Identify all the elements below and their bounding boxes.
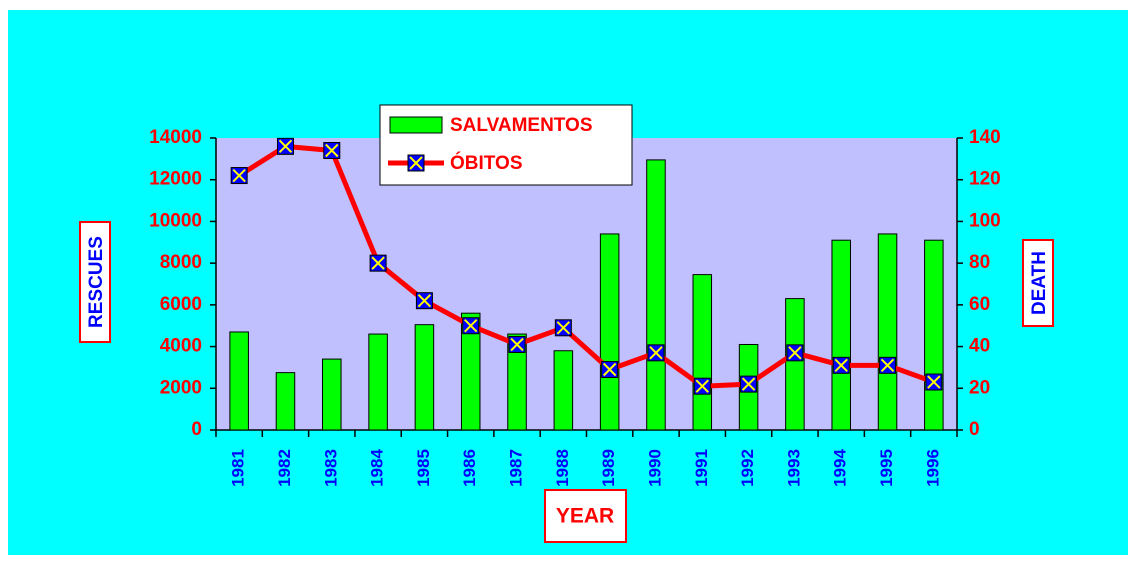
- x-tick-label: 1984: [368, 449, 387, 487]
- bar: [368, 333, 388, 431]
- x-tick-label: 1990: [645, 449, 664, 487]
- bar: [507, 333, 527, 431]
- line-marker: [879, 356, 897, 374]
- bar: [692, 274, 713, 431]
- y2-tick-label: 20: [969, 377, 990, 398]
- marker-cross: [278, 139, 293, 154]
- y2-tick-label: 80: [969, 252, 990, 273]
- marker-cross: [649, 346, 663, 360]
- bar: [275, 372, 296, 431]
- marker-cross: [602, 362, 617, 377]
- y2-tick-label: 100: [969, 210, 1001, 231]
- x-tick-label: 1987: [507, 449, 526, 487]
- line-marker: [369, 254, 387, 272]
- line-marker: [740, 375, 758, 393]
- marker-cross: [232, 168, 246, 183]
- x-tick-label: 1992: [738, 449, 757, 487]
- line-marker: [601, 361, 619, 379]
- line-marker: [230, 167, 248, 185]
- line-marker: [925, 373, 943, 391]
- x-tick-label: 1994: [831, 449, 850, 487]
- y-axis-label: RESCUES: [86, 236, 107, 328]
- x-tick-label: 1988: [553, 449, 572, 487]
- x-tick-label: 1989: [599, 449, 618, 487]
- marker-cross: [510, 337, 524, 352]
- bar: [229, 331, 249, 431]
- x-tick-label: 1982: [275, 449, 294, 487]
- marker-cross: [417, 293, 432, 308]
- marker-cross: [788, 346, 802, 360]
- marker-cross: [325, 143, 339, 158]
- y2-tick-label: 60: [969, 294, 990, 315]
- y2-tick-label: 0: [969, 419, 980, 440]
- bar: [646, 159, 666, 431]
- y2-tick-label: 40: [969, 336, 990, 357]
- x-tick-label: 1995: [877, 449, 896, 487]
- legend-box: [379, 104, 633, 186]
- bar: [924, 239, 944, 431]
- x-tick-label: 1983: [321, 449, 340, 487]
- marker-cross: [834, 358, 848, 373]
- y2-tick-label: 140: [969, 127, 1001, 148]
- line: [237, 143, 935, 389]
- bar: [599, 233, 620, 431]
- x-axis-label: YEAR: [556, 505, 614, 528]
- marker-cross: [409, 156, 423, 170]
- line-marker: [276, 137, 294, 155]
- legend-label: ÓBITOS: [450, 152, 523, 174]
- bar: [460, 312, 481, 431]
- legend-swatch: [389, 116, 443, 134]
- line-marker: [554, 319, 572, 337]
- y-tick-label: 12000: [149, 169, 202, 190]
- y-tick-label: 0: [191, 419, 202, 440]
- y2-label-box: [1022, 239, 1054, 327]
- line-marker: [693, 377, 711, 395]
- line-marker: [415, 292, 433, 310]
- bar: [322, 358, 342, 431]
- marker-cross: [464, 319, 478, 333]
- line-marker: [508, 335, 526, 353]
- line-marker: [462, 317, 480, 335]
- y-tick-label: 4000: [160, 336, 202, 357]
- legend-marker: [407, 154, 425, 172]
- bar: [785, 298, 805, 431]
- marker-cross: [880, 358, 895, 373]
- x-tick-label: 1981: [229, 449, 248, 487]
- x-tick-label: 1993: [784, 449, 803, 487]
- marker-cross: [695, 379, 709, 393]
- x-tick-label: 1991: [692, 449, 711, 487]
- legend-label: SALVAMENTOS: [450, 115, 593, 136]
- marker-cross: [371, 256, 385, 270]
- bar: [831, 239, 851, 431]
- line-marker: [832, 356, 850, 374]
- y-tick-label: 10000: [149, 210, 202, 231]
- bar: [877, 233, 898, 431]
- y-tick-label: 14000: [149, 127, 202, 148]
- bar: [553, 350, 574, 431]
- y-tick-label: 6000: [160, 294, 202, 315]
- bar: [414, 324, 435, 431]
- x-tick-label: 1985: [414, 449, 433, 487]
- marker-cross: [927, 375, 941, 389]
- x-tick-label: 1996: [923, 449, 942, 487]
- y-label-box: [79, 221, 111, 343]
- y2-tick-label: 120: [969, 169, 1001, 190]
- y2-axis-label: DEATH: [1029, 251, 1050, 315]
- line-marker: [647, 344, 665, 362]
- y-tick-label: 2000: [160, 377, 202, 398]
- x-label-box: [544, 489, 627, 543]
- line-marker: [786, 344, 804, 362]
- line-marker: [323, 142, 341, 160]
- marker-cross: [556, 321, 571, 335]
- marker-cross: [741, 377, 756, 391]
- x-tick-label: 1986: [460, 449, 479, 487]
- y-tick-label: 8000: [160, 252, 202, 273]
